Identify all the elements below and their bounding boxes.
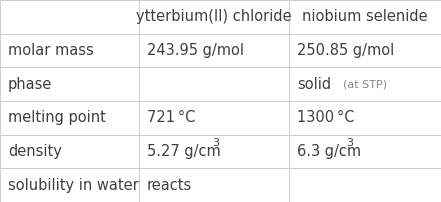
Text: melting point: melting point: [8, 110, 106, 125]
Text: 6.3 g/cm: 6.3 g/cm: [297, 144, 361, 159]
Text: density: density: [8, 144, 62, 159]
Text: 1300 °C: 1300 °C: [297, 110, 354, 125]
Text: (at STP): (at STP): [336, 79, 387, 89]
Text: 5.27 g/cm: 5.27 g/cm: [147, 144, 220, 159]
Text: reacts: reacts: [147, 178, 192, 193]
Text: niobium selenide: niobium selenide: [302, 9, 428, 24]
Text: solubility in water: solubility in water: [8, 178, 138, 193]
Text: 3: 3: [347, 138, 354, 148]
Text: solid: solid: [297, 77, 331, 92]
Text: 243.95 g/mol: 243.95 g/mol: [147, 43, 244, 58]
Text: molar mass: molar mass: [8, 43, 93, 58]
Text: 3: 3: [212, 138, 219, 148]
Text: phase: phase: [8, 77, 52, 92]
Text: ytterbium(II) chloride: ytterbium(II) chloride: [136, 9, 292, 24]
Text: 250.85 g/mol: 250.85 g/mol: [297, 43, 394, 58]
Text: 721 °C: 721 °C: [147, 110, 195, 125]
